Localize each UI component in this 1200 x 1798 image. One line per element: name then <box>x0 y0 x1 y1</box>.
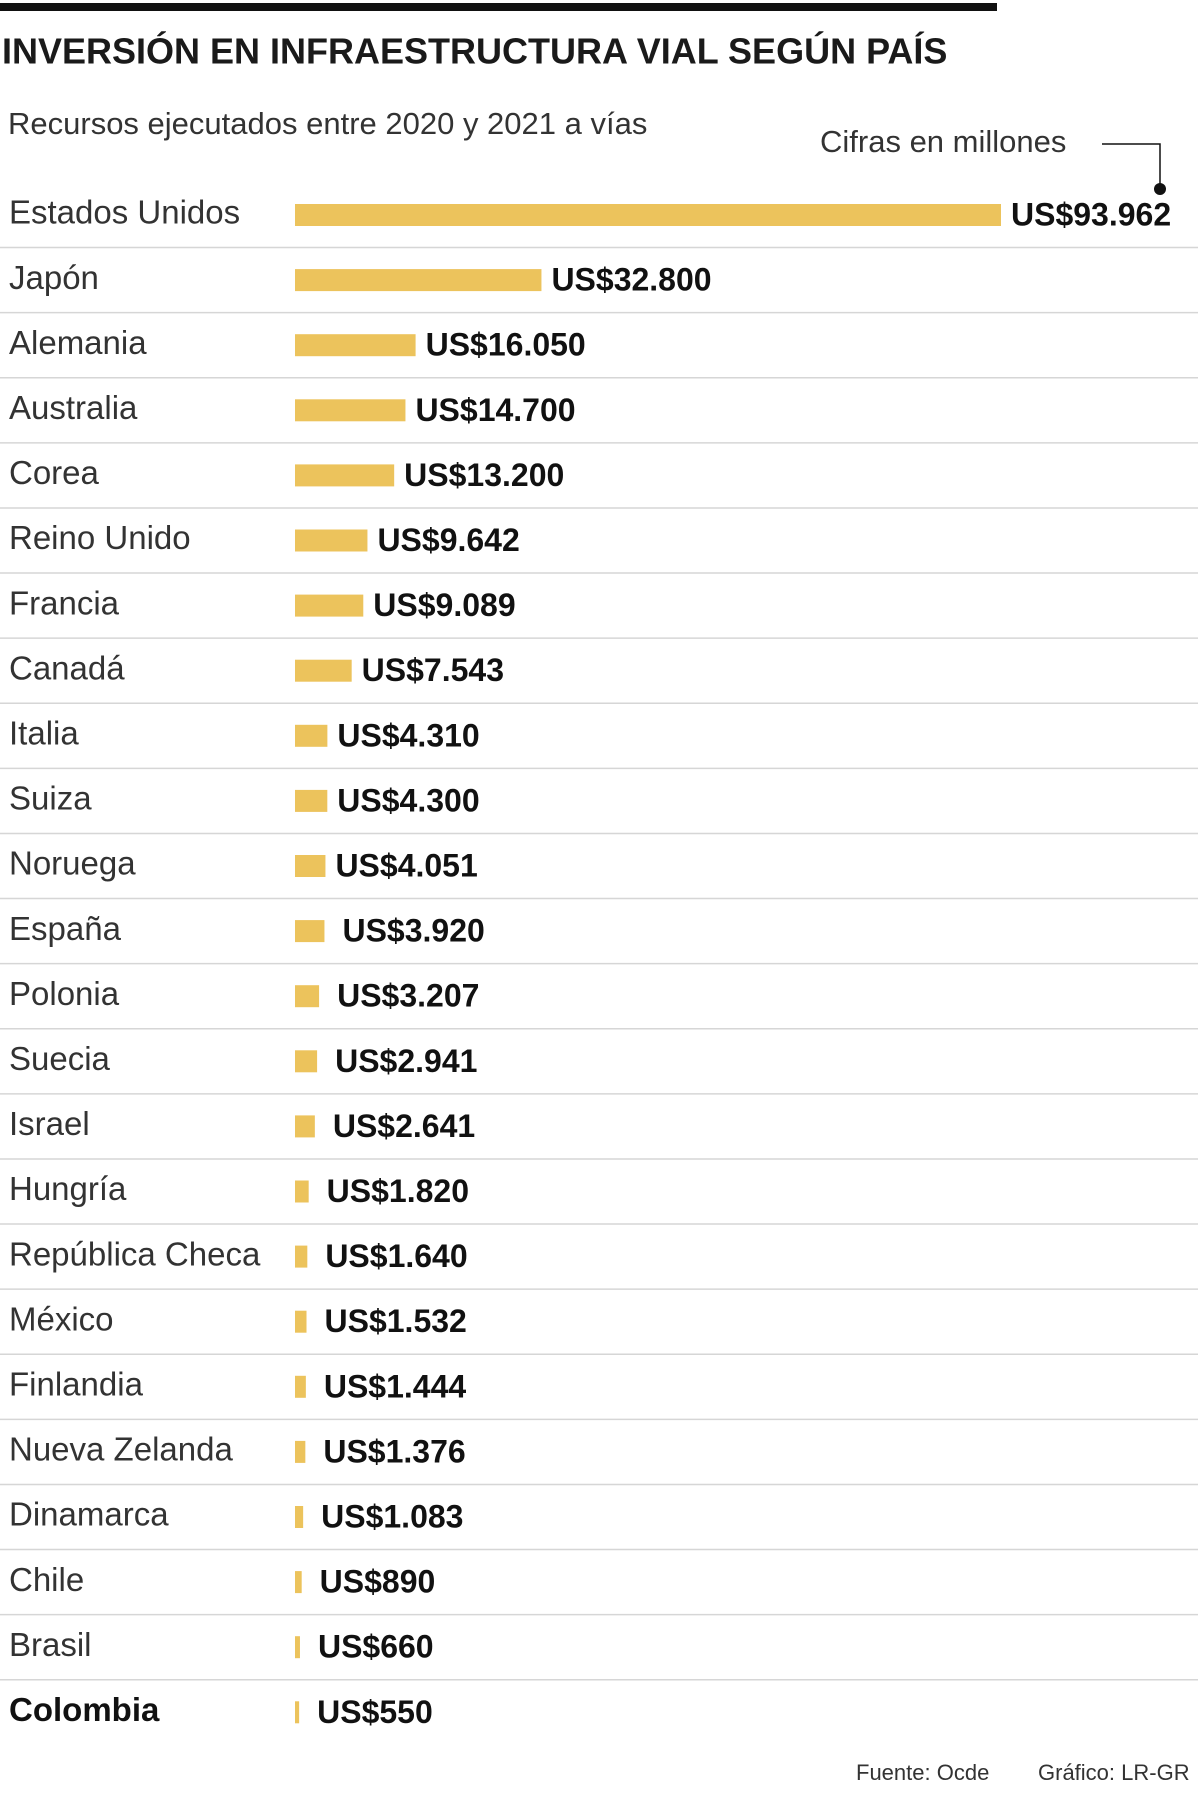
value-label: US$3.207 <box>337 978 479 1014</box>
bar <box>295 985 320 1008</box>
bar <box>295 1115 315 1138</box>
source: Fuente: Ocde <box>856 1760 989 1785</box>
value-label: US$2.941 <box>335 1043 477 1079</box>
value-label: US$890 <box>320 1564 436 1600</box>
category-label: Polonia <box>9 975 120 1012</box>
value-label: US$3.920 <box>342 913 484 949</box>
chart-subtitle: Recursos ejecutados entre 2020 y 2021 a … <box>8 106 647 141</box>
bar <box>295 1440 306 1463</box>
category-label: Australia <box>9 389 138 426</box>
value-label: US$14.700 <box>415 392 575 428</box>
value-label: US$4.300 <box>337 782 479 818</box>
value-label: US$1.820 <box>327 1173 469 1209</box>
bar <box>295 464 395 487</box>
value-label: US$9.642 <box>377 522 519 558</box>
category-label: Reino Unido <box>9 519 191 556</box>
category-label: Estados Unidos <box>9 194 240 231</box>
category-label: Colombia <box>9 1691 160 1728</box>
value-label: US$1.640 <box>325 1238 467 1274</box>
category-label: República Checa <box>9 1235 261 1272</box>
category-label: Nueva Zelanda <box>9 1431 233 1468</box>
bar <box>295 1050 318 1073</box>
bar <box>295 1245 308 1268</box>
category-label: Hungría <box>9 1170 127 1207</box>
callout-dot <box>1154 183 1166 195</box>
bar <box>295 1310 307 1333</box>
bar <box>295 334 416 357</box>
category-label: Italia <box>9 715 79 752</box>
value-label: US$1.083 <box>321 1498 463 1534</box>
bar <box>295 659 352 682</box>
category-label: Corea <box>9 454 100 491</box>
category-label: Japón <box>9 259 99 296</box>
value-label: US$4.310 <box>337 717 479 753</box>
top-rule <box>0 3 997 11</box>
value-label: US$1.444 <box>324 1368 467 1404</box>
credit: Gráfico: LR-GR <box>1038 1760 1190 1785</box>
category-label: Canadá <box>9 649 125 686</box>
bar <box>295 855 326 877</box>
bar <box>295 269 542 292</box>
bar <box>295 1701 300 1724</box>
category-label: México <box>9 1300 114 1337</box>
value-label: US$660 <box>318 1629 434 1665</box>
unit-note: Cifras en millones <box>820 124 1066 159</box>
value-label: US$4.051 <box>335 847 477 883</box>
category-label: Alemania <box>9 324 147 361</box>
category-label: Francia <box>9 584 120 621</box>
value-label: US$2.641 <box>333 1108 475 1144</box>
value-label: US$7.543 <box>362 652 504 688</box>
bar <box>295 529 368 552</box>
category-label: Suecia <box>9 1040 111 1077</box>
bar <box>295 1375 306 1398</box>
value-label: US$13.200 <box>404 457 564 493</box>
chart-title: INVERSIÓN EN INFRAESTRUCTURA VIAL SEGÚN … <box>2 30 947 72</box>
category-label: España <box>9 910 122 947</box>
value-label: US$1.532 <box>325 1303 467 1339</box>
category-label: Israel <box>9 1105 90 1142</box>
value-label: US$32.800 <box>551 262 711 298</box>
bar <box>295 204 1001 226</box>
category-label: Chile <box>9 1561 84 1598</box>
value-label: US$93.962 <box>1011 196 1171 232</box>
bar <box>295 920 325 943</box>
category-label: Brasil <box>9 1626 92 1663</box>
bar <box>295 399 406 422</box>
category-label: Suiza <box>9 780 92 817</box>
category-label: Noruega <box>9 845 136 882</box>
callout-line <box>1102 143 1161 189</box>
bar <box>295 1571 302 1594</box>
value-label: US$16.050 <box>426 327 586 363</box>
bar <box>295 594 364 617</box>
value-label: US$550 <box>317 1694 433 1730</box>
bar <box>295 1506 304 1528</box>
bar <box>295 1636 300 1659</box>
bar <box>295 724 328 747</box>
bar <box>295 1180 309 1203</box>
category-label: Finlandia <box>9 1366 144 1403</box>
bar <box>295 789 328 812</box>
value-label: US$9.089 <box>373 587 515 623</box>
category-label: Dinamarca <box>9 1496 169 1533</box>
value-label: US$1.376 <box>323 1433 465 1469</box>
